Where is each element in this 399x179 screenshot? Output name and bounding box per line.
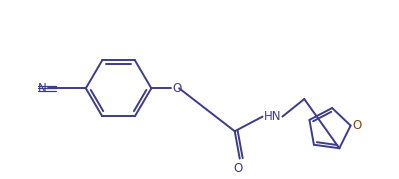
Text: O: O [172,82,182,95]
Text: HN: HN [264,110,281,123]
Text: N: N [38,82,47,95]
Text: O: O [233,161,242,175]
Text: O: O [353,119,362,132]
